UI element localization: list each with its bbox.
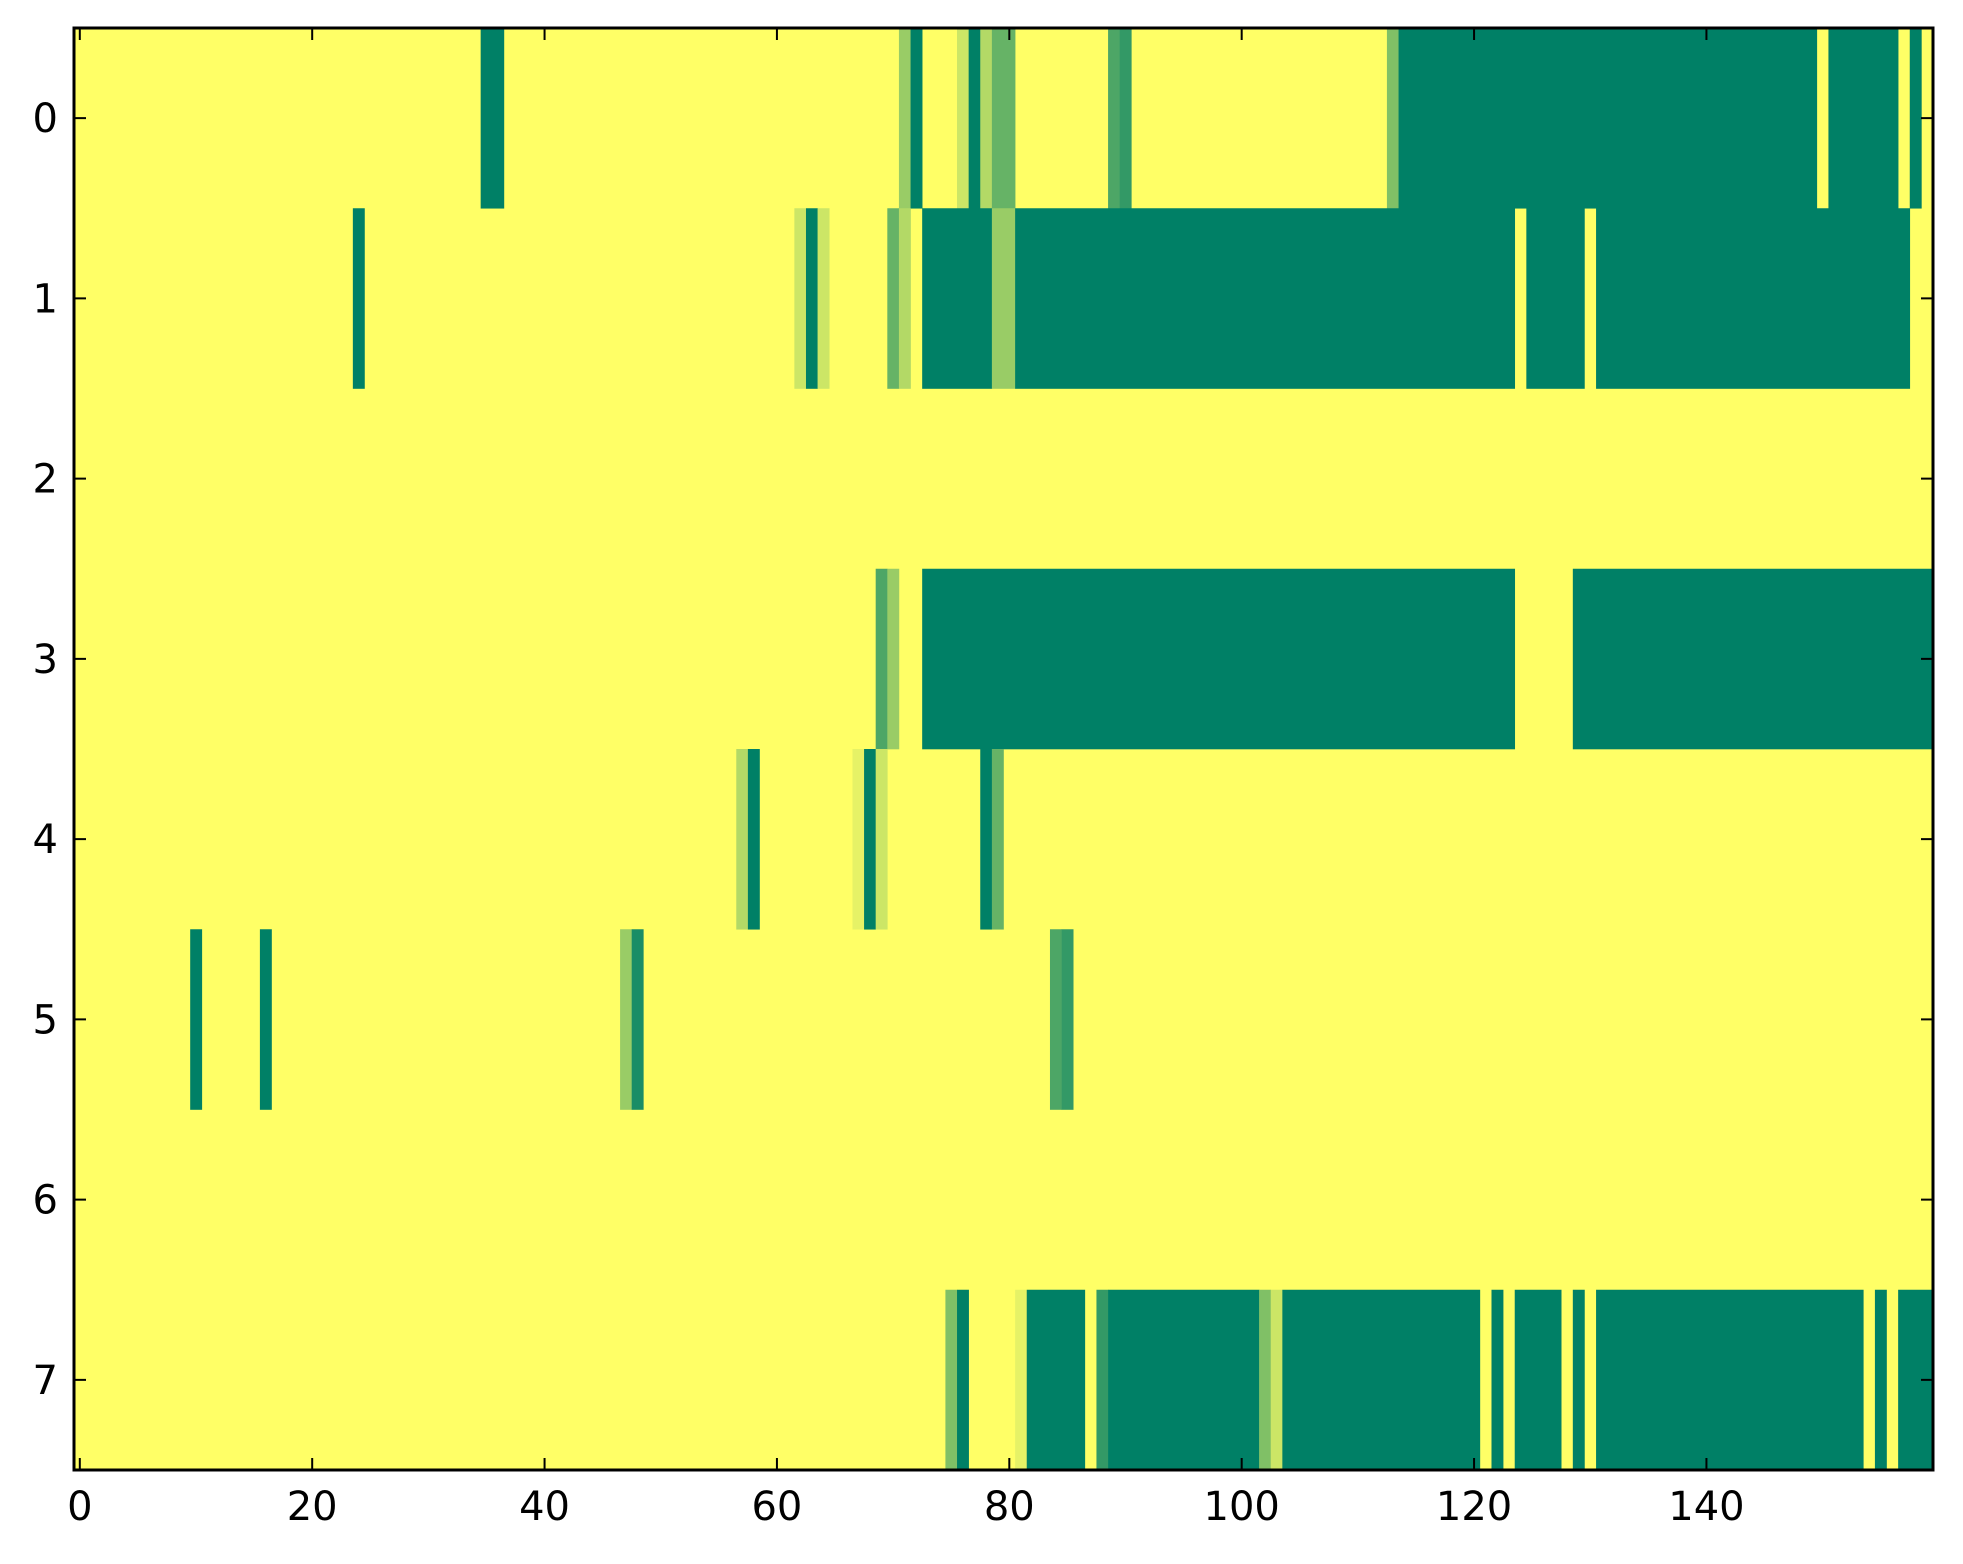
x-axis-tick-labels: 0 20 40 60 80 100 120 140	[67, 1484, 1745, 1530]
plot-frame	[72, 26, 1935, 1472]
heatmap-cell-row5-run4	[1049, 929, 1062, 1110]
y-tick-label: 7	[33, 1358, 58, 1404]
heatmap-cell-row0-run10	[1398, 28, 1818, 209]
heatmap-cell-row7-run7	[1270, 1289, 1283, 1471]
heatmap-cell-row7-run11	[1572, 1289, 1585, 1471]
heatmap-cell-row0-run0	[480, 28, 505, 209]
x-tick-label: 20	[287, 1484, 338, 1530]
heatmap-cell-row0-run5	[980, 28, 993, 209]
heatmap-cell-row1-run3	[817, 208, 830, 389]
heatmap-cell-row0-run8	[1119, 28, 1132, 209]
heatmap-cell-row7-run8	[1282, 1289, 1481, 1471]
heatmap-cell-row5-run0	[190, 929, 203, 1110]
heatmap-cell-row5-run2	[620, 929, 632, 1110]
heatmap-cell-row7-run2	[1015, 1289, 1028, 1471]
y-tick-label: 2	[33, 457, 58, 503]
heatmap-cell-row1-run9	[1526, 208, 1585, 389]
heatmap-cell-row7-run9	[1491, 1289, 1504, 1471]
x-tick-label: 0	[67, 1484, 92, 1530]
heatmap-cell-row3-run3	[1572, 568, 1934, 750]
y-tick-label: 5	[33, 997, 58, 1043]
plot-area	[74, 28, 1934, 1471]
heatmap-cell-row7-run12	[1596, 1289, 1864, 1471]
x-tick-label: 140	[1668, 1484, 1744, 1530]
heatmap-cell-row1-run4	[887, 208, 900, 389]
heatmap-cell-row0-run4	[968, 28, 981, 209]
heatmap-cells	[190, 28, 1934, 1471]
heatmap-cell-row1-run8	[1015, 208, 1516, 389]
heatmap-cell-row7-run6	[1259, 1289, 1272, 1471]
heatmap-cell-row1-run0	[352, 208, 365, 389]
heatmap-cell-row4-run4	[875, 749, 888, 930]
heatmap-cell-row4-run0	[736, 749, 749, 930]
heatmap-cell-row7-run10	[1514, 1289, 1562, 1471]
heatmap-cell-row1-run1	[794, 208, 807, 389]
heatmap-cell-row0-run2	[910, 28, 923, 209]
heatmap-cell-row0-run3	[957, 28, 969, 209]
heatmap-cell-row4-run6	[991, 749, 1004, 930]
heatmap-cell-row1-run5	[898, 208, 911, 389]
x-tick-label: 60	[751, 1484, 802, 1530]
heatmap-cell-row1-run2	[805, 208, 818, 389]
heatmap-cell-row3-run1	[887, 568, 900, 750]
heatmap-cell-row7-run0	[945, 1289, 958, 1471]
heatmap-cell-row7-run13	[1874, 1289, 1887, 1471]
heatmap-cell-row1-run6	[922, 208, 993, 389]
heatmap-cell-row0-run12	[1909, 28, 1922, 209]
heatmap-cell-row4-run1	[747, 749, 760, 930]
heatmap-cell-row0-run6	[991, 28, 1016, 209]
heatmap-cell-row7-run3	[1026, 1289, 1086, 1471]
x-tick-label: 40	[519, 1484, 570, 1530]
heatmap-cell-row7-run1	[957, 1289, 969, 1471]
x-tick-label: 80	[984, 1484, 1035, 1530]
heatmap-cell-row5-run1	[259, 929, 272, 1110]
heatmap-cell-row1-run10	[1596, 208, 1911, 389]
y-tick-label: 0	[33, 96, 58, 142]
x-tick-label: 100	[1204, 1484, 1280, 1530]
heatmap-cell-row0-run9	[1386, 28, 1399, 209]
heatmap-cell-row1-run7	[991, 208, 1016, 389]
heatmap-cell-row0-run7	[1108, 28, 1120, 209]
heatmap-cell-row0-run11	[1828, 28, 1899, 209]
heatmap-cell-row0-run1	[898, 28, 911, 209]
heatmap-cell-row4-run2	[852, 749, 865, 930]
axis-ticks	[74, 28, 1933, 1470]
y-tick-label: 4	[33, 817, 58, 863]
heatmap-cell-row4-run5	[980, 749, 993, 930]
heatmap-cell-row7-run4	[1096, 1289, 1109, 1471]
heatmap-cell-row3-run2	[922, 568, 1516, 750]
heatmap-cell-row5-run5	[1061, 929, 1074, 1110]
x-tick-label: 120	[1436, 1484, 1512, 1530]
heatmap-cell-row5-run3	[631, 929, 644, 1110]
y-tick-label: 6	[33, 1178, 58, 1224]
heatmap-cell-row4-run3	[864, 749, 876, 930]
y-axis-tick-labels: 0 1 2 3 4 5 6 7	[33, 96, 58, 1404]
heatmap-cell-row7-run5	[1108, 1289, 1260, 1471]
y-tick-label: 1	[33, 276, 58, 322]
y-tick-label: 3	[33, 637, 58, 683]
heatmap-cell-row3-run0	[875, 568, 888, 750]
